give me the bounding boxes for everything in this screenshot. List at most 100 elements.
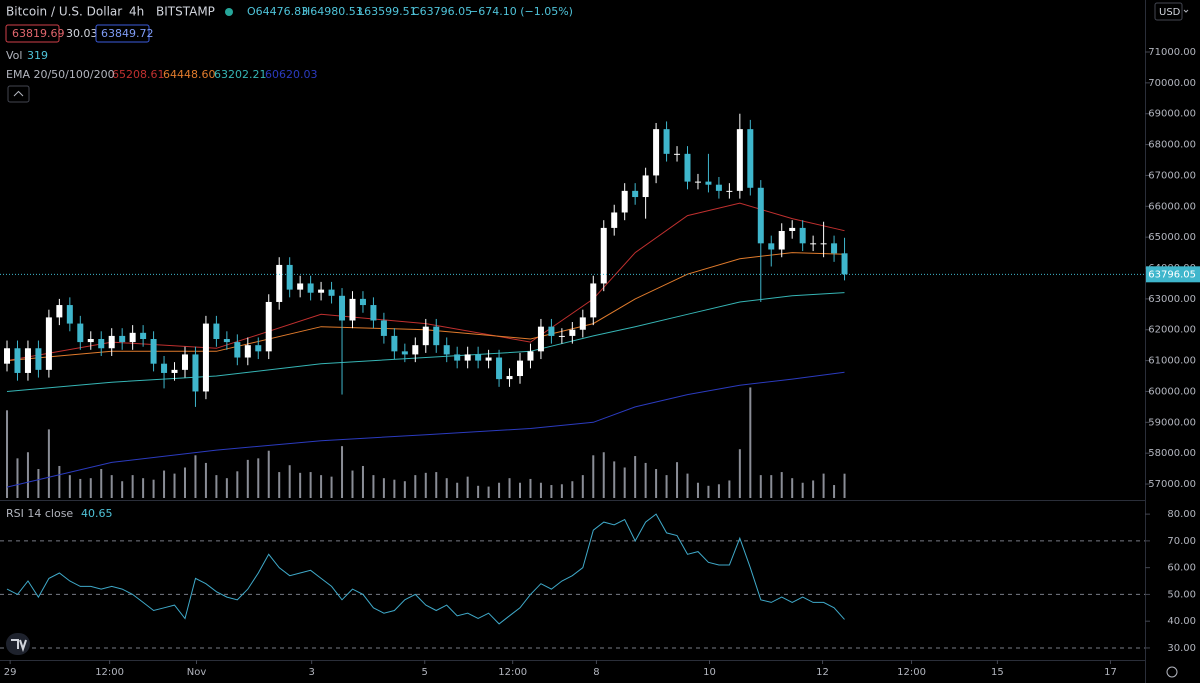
candle-body: [454, 354, 461, 361]
candle-body: [35, 348, 42, 370]
candle-body: [579, 317, 586, 330]
candle-body: [4, 348, 11, 364]
volume-bar: [812, 480, 815, 498]
price-pane: [0, 113, 1145, 498]
rsi-label: RSI 14 close: [6, 507, 73, 520]
interval: 4h: [129, 5, 144, 19]
volume-bar: [330, 476, 333, 498]
volume-bar: [47, 429, 50, 498]
volume-bar: [655, 469, 658, 498]
volume-bar: [225, 478, 228, 498]
ema-line: [6, 371, 845, 488]
currency-button[interactable]: [1154, 2, 1183, 21]
candle-body: [98, 339, 105, 349]
candle-body: [475, 354, 482, 361]
settings-icon[interactable]: [1166, 666, 1178, 678]
ema-line: [6, 202, 845, 362]
candle-body: [632, 190, 639, 198]
candle-body: [140, 332, 147, 340]
candle-body: [161, 363, 168, 373]
volume-bar: [121, 481, 124, 498]
volume-bar: [717, 484, 720, 498]
candle-body: [391, 335, 398, 352]
volume-bar: [696, 482, 699, 498]
candle-body: [234, 342, 241, 358]
y-tick-label: 67000.00: [1148, 170, 1196, 181]
volume-bar: [6, 410, 9, 498]
market-status[interactable]: [225, 8, 233, 16]
candle-body: [422, 326, 429, 346]
candle-body: [349, 298, 356, 321]
volume-bar: [393, 479, 396, 498]
volume-bar: [299, 472, 302, 498]
collapse-button[interactable]: [7, 85, 30, 103]
candle-body: [663, 129, 670, 154]
candle-body: [789, 227, 796, 231]
candle-body: [433, 326, 440, 346]
volume-bar: [602, 452, 605, 498]
volume-bar: [550, 485, 553, 498]
candle-body: [768, 243, 775, 250]
volume-bar: [372, 475, 375, 498]
ema-value: 64448.60: [163, 68, 216, 81]
y-tick-label: 58000.00: [1148, 448, 1196, 459]
candle-body: [192, 354, 199, 392]
candle-body: [77, 323, 84, 343]
rsi-tick-label: 60.00: [1167, 563, 1196, 574]
currency[interactable]: USD: [1159, 7, 1181, 18]
volume-bar: [382, 478, 385, 498]
y-tick-label: 59000.00: [1148, 417, 1196, 428]
candle-body: [642, 175, 649, 198]
sell-button[interactable]: [5, 24, 60, 43]
rsi-tick-label: 80.00: [1167, 509, 1196, 520]
volume-bar: [110, 475, 113, 498]
candle-body: [464, 354, 471, 361]
volume-bar: [456, 482, 459, 498]
candle-body: [150, 339, 157, 364]
candle-body: [674, 153, 681, 155]
candle-body: [297, 283, 304, 290]
buy-button[interactable]: [95, 24, 150, 43]
volume-bar: [843, 473, 846, 498]
candle-body: [600, 227, 607, 284]
volume-bar: [477, 485, 480, 498]
candle-body: [213, 323, 220, 340]
x-tick-label: 3: [308, 667, 314, 678]
volume-bar: [665, 475, 668, 498]
candle-body: [328, 289, 335, 296]
bid[interactable]: 63819.69: [12, 27, 65, 40]
candle-body: [255, 345, 262, 352]
exchange: BITSTAMP: [156, 5, 215, 19]
rsi-pane: [0, 513, 1145, 649]
volume-bar: [16, 458, 19, 498]
volume-bar: [529, 478, 532, 498]
ema-value: 63202.21: [214, 68, 267, 81]
y-tick-label: 71000.00: [1148, 47, 1196, 58]
candle-body: [202, 323, 209, 392]
candle-body: [747, 129, 754, 188]
candle-body: [56, 305, 63, 318]
ema-value: 65208.61: [112, 68, 165, 81]
candle-body: [14, 348, 21, 373]
x-tick-label: 29: [4, 667, 17, 678]
candle-body: [45, 317, 52, 370]
rsi-tick-label: 40.00: [1167, 616, 1196, 627]
volume-bar: [498, 482, 501, 498]
volume-bar: [833, 485, 836, 498]
candle-body: [318, 289, 325, 293]
candle-body: [715, 184, 722, 191]
candle-body: [108, 335, 115, 349]
legend: Bitcoin / U.S. Dollar 4h BITSTAMP O64476…: [5, 2, 1189, 678]
y-tick-label: 70000.00: [1148, 78, 1196, 89]
volume-bar: [246, 459, 249, 498]
ask[interactable]: 63849.72: [101, 27, 154, 40]
volume-bar: [309, 472, 312, 498]
volume-bar: [822, 473, 825, 498]
ema-value: 60620.03: [265, 68, 318, 81]
candle-body: [370, 305, 377, 321]
candle-body: [66, 305, 73, 324]
volume-bar: [267, 450, 270, 498]
ohlc-high: H64980.53: [302, 5, 363, 18]
